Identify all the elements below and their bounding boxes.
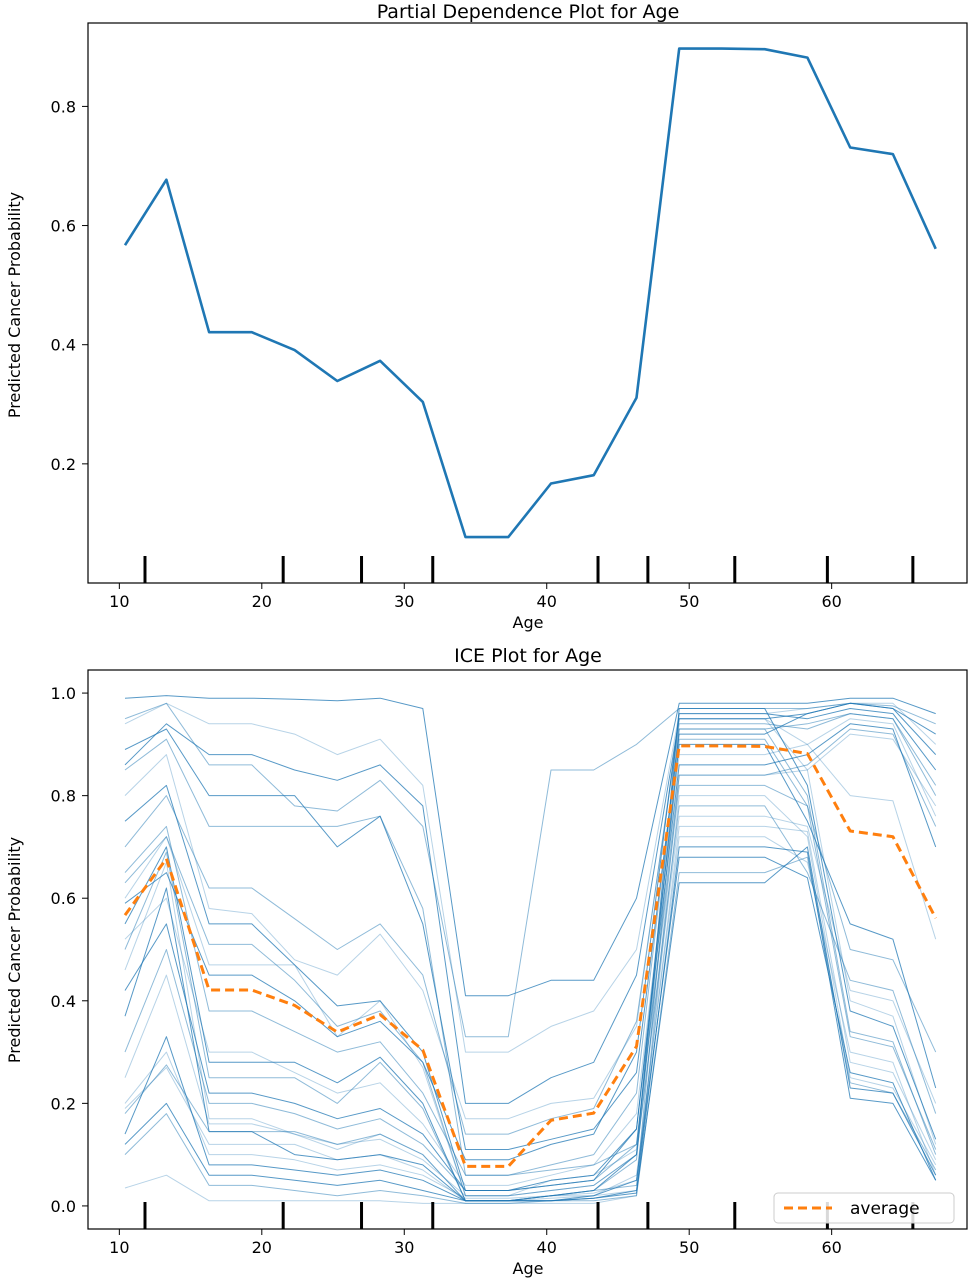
x-tick-label: 30 [394,1238,414,1257]
ice-line [124,708,937,1161]
pdp-x-axis-label: Age [513,613,544,632]
ice-x-axis-label: Age [513,1259,544,1278]
x-tick-label: 30 [394,592,414,611]
pdp-title: Partial Dependence Plot for Age [377,1,680,23]
pdp-y-axis-label: Predicted Cancer Probability [5,192,24,418]
y-tick-label: 0.0 [51,1197,76,1216]
ice-plot-area: 10 20 30 40 50 60 0.0 0.2 0.4 0.6 0.8 1.0 [51,684,938,1257]
y-tick-label: 0.4 [51,336,76,355]
y-tick-label: 0.2 [51,455,76,474]
x-tick-label: 20 [252,592,272,611]
ice-line [124,718,937,1186]
ice-line [124,856,937,1204]
pdp-axes-frame [87,22,968,584]
ice-line [124,718,937,1120]
x-tick-label: 40 [537,592,557,611]
ice-axes-frame [87,669,968,1230]
ice-line [124,815,937,1197]
y-tick-label: 0.4 [51,992,76,1011]
pdp-line [123,47,937,539]
ice-line [124,784,937,1191]
x-tick-label: 40 [537,1238,557,1257]
ice-line [124,825,937,1199]
ice-line [124,713,937,1135]
average-line [123,744,938,1168]
ice-line [124,728,937,1176]
x-tick-label: 50 [679,592,699,611]
ice-line [124,708,937,1202]
x-tick-label: 10 [109,592,129,611]
ice-line [124,733,937,1204]
x-tick-label: 60 [821,592,841,611]
ice-line [124,795,937,1202]
y-tick-label: 0.2 [51,1094,76,1113]
ice-line [124,695,936,997]
ice-title: ICE Plot for Age [454,645,602,667]
pdp-plot-area: 10 20 30 40 50 60 0.2 0.4 0.6 0.8 [51,47,937,611]
ice-line [124,856,937,1202]
y-tick-label: 0.8 [51,97,76,116]
ice-line [124,702,937,1053]
y-tick-label: 0.6 [51,889,76,908]
ice-line [124,805,937,1197]
ice-line [124,723,937,1191]
ice-line [124,846,937,1202]
legend: average [773,1192,955,1224]
ice-line [124,702,937,1104]
ice-panel: ICE Plot for Age Age Predicted Cancer Pr… [5,645,968,1278]
pdp-panel: Partial Dependence Plot for Age Age Pred… [5,1,968,632]
x-tick-label: 20 [252,1238,272,1257]
x-tick-label: 10 [109,1238,129,1257]
y-tick-label: 0.8 [51,787,76,806]
y-tick-label: 0.6 [51,217,76,236]
ice-line [124,702,936,1038]
ice-y-axis-label: Predicted Cancer Probability [5,837,24,1063]
ice-line [124,702,936,1150]
x-tick-label: 50 [679,1238,699,1257]
legend-box [773,1192,955,1224]
ice-line [124,713,937,1176]
y-tick-label: 1.0 [51,684,76,703]
ice-line [124,738,937,1202]
x-tick-label: 60 [821,1238,841,1257]
legend-average-label: average [850,1199,920,1219]
